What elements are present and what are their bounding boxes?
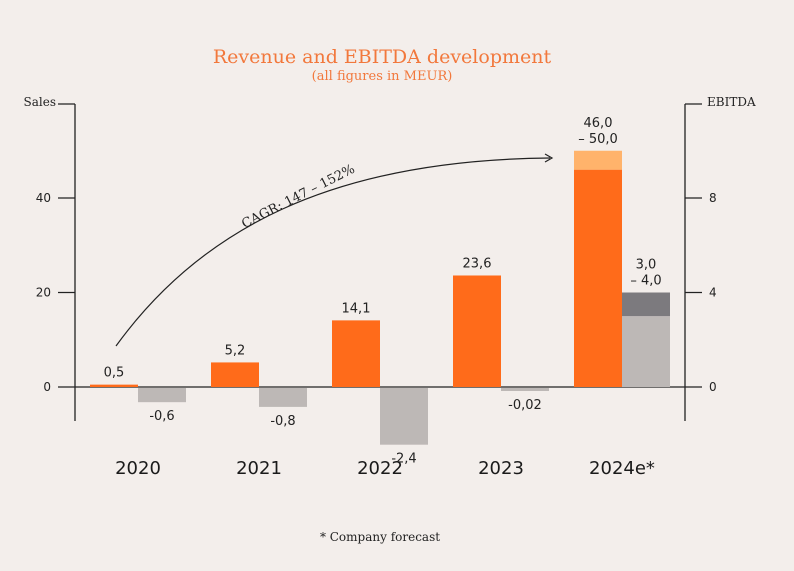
ebitda-bar <box>380 388 428 445</box>
sales-bar <box>332 320 380 387</box>
ebitda-value-label: -0,8 <box>270 414 295 429</box>
left-axis-label: Sales <box>24 95 56 109</box>
ebitda-bar <box>622 316 670 387</box>
sales-range-bar <box>574 150 622 170</box>
ebitda-value-label: -2,4 <box>391 452 416 467</box>
chart-subtitle: (all figures in MEUR) <box>312 69 453 84</box>
left-tick-label: 40 <box>36 191 51 205</box>
ebitda-bar <box>501 388 549 391</box>
arrow-head-icon <box>544 153 554 163</box>
right-axis-label: EBITDA <box>707 95 756 109</box>
ebitda-range-bar <box>622 292 670 317</box>
right-tick-label: 8 <box>709 191 717 205</box>
left-tick-label: 20 <box>36 286 51 300</box>
ebitda-value-label: -0,6 <box>149 409 174 424</box>
sales-bar <box>90 384 138 387</box>
ebitda-bar <box>138 388 186 403</box>
sales-value-label: 5,2 <box>225 343 246 358</box>
left-tick-label: 0 <box>43 380 51 394</box>
sales-value-label: – 50,0 <box>578 132 618 147</box>
x-category-label: 2024e* <box>589 458 655 479</box>
x-category-label: 2023 <box>478 458 524 479</box>
cagr-arrow <box>115 157 551 347</box>
chart-title: Revenue and EBITDA development <box>213 46 552 68</box>
sales-value-label: 14,1 <box>342 301 371 316</box>
ebitda-value-label: – 4,0 <box>630 274 661 289</box>
right-tick-label: 0 <box>709 380 717 394</box>
x-category-label: 2021 <box>236 458 282 479</box>
sales-bar <box>211 362 259 387</box>
x-category-label: 2020 <box>115 458 161 479</box>
sales-bar <box>574 169 622 387</box>
sales-bar <box>453 275 501 387</box>
ebitda-value-label: 3,0 <box>636 258 657 273</box>
right-tick-label: 4 <box>709 286 717 300</box>
sales-value-label: 23,6 <box>463 256 492 271</box>
x-category-label: 2022 <box>357 458 403 479</box>
ebitda-bar <box>259 388 307 407</box>
sales-value-label: 0,5 <box>104 366 125 381</box>
footnote: * Company forecast <box>320 530 440 544</box>
ebitda-value-label: -0,02 <box>508 398 542 413</box>
sales-value-label: 46,0 <box>584 116 613 131</box>
cagr-annotation: CAGR: 147 – 152% <box>239 162 357 232</box>
